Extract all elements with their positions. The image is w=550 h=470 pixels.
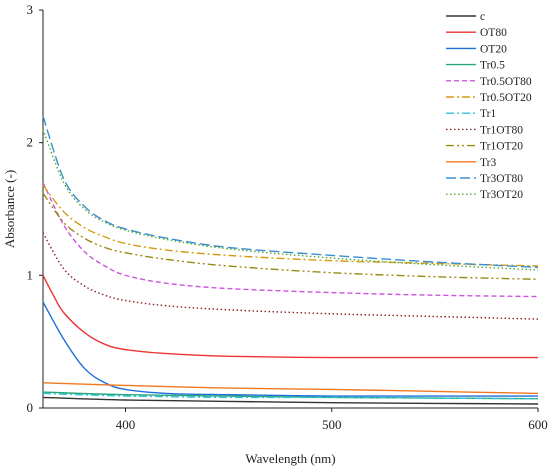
series-line-tr1 (42, 392, 539, 400)
x-tick-label: 600 (528, 417, 548, 432)
series-line-ot80 (42, 274, 538, 359)
legend: c OT80 OT20 Tr0.5 Tr0.5OT80 Tr0.5OT20 Tr1 Tr1OT… (446, 11, 532, 201)
series-line-c (42, 396, 539, 405)
series-line-tr3 (42, 382, 539, 395)
y-tick-label: 1 (27, 267, 34, 282)
x-tick-label: 400 (116, 417, 136, 432)
series-layer (42, 115, 539, 405)
legend-label: Tr0.5OT80 (480, 76, 532, 88)
y-tick-label: 3 (27, 2, 34, 17)
legend-label: Tr3 (480, 157, 496, 169)
legend-label: Tr1 (480, 108, 496, 120)
series-line-tr3ot20 (42, 129, 539, 271)
legend-label: Tr1OT80 (480, 124, 523, 136)
legend-label: Tr0.5OT20 (480, 92, 532, 104)
series-line-tr0-5ot80 (42, 182, 539, 298)
x-tick-label: 500 (322, 417, 342, 432)
series-line-tr0-5ot20 (42, 184, 539, 267)
legend-label: Tr3OT20 (480, 189, 523, 201)
axes: 400 500 600 0 1 2 3 (27, 2, 548, 432)
series-line-tr1ot20 (42, 192, 539, 280)
y-tick-label: 0 (27, 400, 34, 415)
x-axis-title: Wavelength (nm) (245, 451, 335, 466)
legend-label: Tr3OT80 (480, 173, 523, 185)
legend-label: Tr0.5 (480, 60, 505, 72)
legend-label: OT80 (480, 27, 507, 39)
series-line-ot20 (42, 301, 538, 397)
legend-label: c (480, 11, 485, 23)
y-tick-label: 2 (27, 135, 34, 150)
legend-label: OT20 (480, 43, 507, 55)
legend-label: Tr1OT20 (480, 141, 523, 153)
series-line-tr3ot80 (42, 115, 539, 269)
y-axis-title: Absorbance (-) (2, 170, 17, 248)
series-line-tr1ot80 (42, 232, 539, 320)
